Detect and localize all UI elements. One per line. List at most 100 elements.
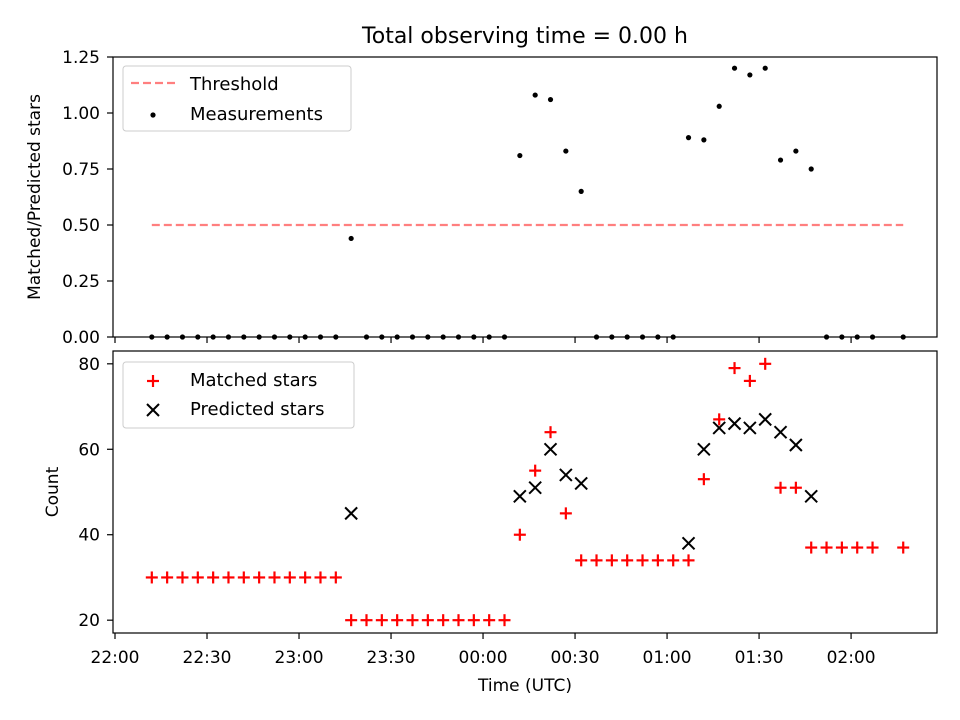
matched-stars-point bbox=[467, 614, 480, 627]
predicted-stars-point bbox=[559, 468, 573, 482]
x-tick-label: 23:00 bbox=[275, 648, 324, 668]
matched-stars-point bbox=[161, 571, 174, 584]
count-axes-frame bbox=[112, 350, 938, 634]
matched-stars-point bbox=[820, 541, 833, 554]
matched-stars-point bbox=[375, 614, 388, 627]
matched-stars-point bbox=[391, 614, 404, 627]
x-tick-label: 00:00 bbox=[459, 648, 508, 668]
y-tick-label: 20 bbox=[78, 611, 100, 631]
ratio-y-axis-label: Matched/Predicted stars bbox=[25, 94, 45, 300]
matched-stars-point bbox=[406, 614, 419, 627]
matched-stars-point bbox=[268, 571, 281, 584]
count-marks bbox=[145, 357, 910, 627]
matched-stars-point bbox=[805, 541, 818, 554]
predicted-stars-point bbox=[727, 416, 742, 431]
predicted-legend-marker bbox=[146, 403, 160, 417]
measurement-point bbox=[777, 157, 784, 163]
matched-stars-point bbox=[513, 528, 526, 541]
predicted-stars-point bbox=[344, 506, 358, 521]
measurement-point bbox=[578, 188, 584, 194]
matched-stars-point bbox=[283, 571, 296, 584]
measurement-point bbox=[716, 103, 722, 109]
predicted-stars-point bbox=[697, 442, 711, 456]
measurement-point bbox=[793, 148, 799, 154]
matched-stars-point bbox=[253, 571, 266, 584]
matched-stars-point bbox=[345, 614, 358, 627]
y-tick-label: 0.75 bbox=[62, 160, 100, 180]
matched-legend-marker bbox=[147, 375, 159, 387]
matched-stars-point bbox=[866, 541, 879, 554]
ratio-panel: 0.00 0.25 0.50 0.75 1.00 1.25 Matched/Predict… bbox=[25, 48, 938, 348]
measurement-point bbox=[532, 92, 538, 98]
ratio-axes-frame bbox=[112, 56, 938, 338]
predicted-stars-point bbox=[513, 489, 527, 503]
predicted-stars-point bbox=[789, 438, 803, 452]
matched-stars-point bbox=[621, 554, 634, 567]
measurement-point bbox=[762, 65, 768, 71]
predicted-stars-point bbox=[743, 421, 757, 435]
matched-legend-label: Matched stars bbox=[190, 370, 317, 391]
matched-stars-point bbox=[544, 426, 557, 439]
y-tick-label: 60 bbox=[78, 440, 100, 460]
matched-stars-point bbox=[636, 554, 649, 567]
x-tick-label: 02:00 bbox=[827, 648, 876, 668]
measurement-point bbox=[731, 65, 738, 71]
predicted-stars-point bbox=[804, 489, 818, 503]
x-tick-label: 01:00 bbox=[643, 648, 692, 668]
matched-stars-point bbox=[697, 473, 710, 486]
count-legend-frame bbox=[122, 361, 355, 429]
measurement-point bbox=[685, 135, 692, 141]
x-tick-label: 00:30 bbox=[551, 648, 600, 668]
matched-stars-point bbox=[191, 571, 204, 584]
matched-stars-point bbox=[176, 571, 189, 584]
ratio-legend: Threshold Measurements bbox=[122, 65, 352, 132]
matched-stars-point bbox=[222, 571, 235, 584]
measurement-point bbox=[563, 148, 569, 154]
measurement-point bbox=[808, 166, 814, 172]
matched-stars-point bbox=[559, 507, 572, 520]
predicted-stars-point bbox=[543, 442, 558, 456]
count-x-ticks: 22:00 22:30 23:00 23:30 00:00 00:30 01:00 01:30… bbox=[91, 633, 876, 668]
threshold-legend-label: Threshold bbox=[189, 74, 279, 95]
measurement-point bbox=[348, 235, 354, 242]
ratio-x-ticks bbox=[114, 337, 852, 343]
measurements-legend-label: Measurements bbox=[190, 104, 323, 125]
measurement-point bbox=[547, 96, 554, 103]
y-tick-label: 1.00 bbox=[62, 104, 100, 124]
predicted-stars-point bbox=[528, 481, 542, 495]
matched-stars-point bbox=[667, 554, 680, 567]
matched-stars-point bbox=[575, 554, 588, 567]
count-panel: 20 40 60 80 22:00 22:30 23:00 23:30 00:00 00:30 0… bbox=[43, 350, 938, 668]
matched-stars-point bbox=[498, 614, 511, 627]
matched-stars-point bbox=[437, 614, 450, 627]
count-legend: Matched stars Predicted stars bbox=[122, 361, 355, 429]
x-tick-label: 22:30 bbox=[183, 648, 232, 668]
measurements-legend-marker bbox=[150, 112, 156, 118]
x-tick-label: 01:30 bbox=[735, 648, 784, 668]
measurement-point bbox=[747, 72, 753, 78]
x-tick-label: 22:00 bbox=[91, 648, 140, 668]
count-y-ticks: 20 40 60 80 bbox=[78, 355, 113, 631]
y-tick-label: 1.25 bbox=[62, 48, 100, 68]
matched-stars-point bbox=[360, 614, 373, 627]
matched-stars-point bbox=[774, 481, 787, 494]
predicted-stars-point bbox=[758, 412, 772, 427]
matched-stars-point bbox=[682, 554, 695, 567]
predicted-stars-point bbox=[773, 425, 788, 439]
matched-stars-point bbox=[759, 357, 772, 370]
predicted-stars-point bbox=[681, 536, 696, 550]
predicted-stars-point bbox=[574, 476, 588, 491]
y-tick-label: 0.50 bbox=[62, 216, 100, 236]
predicted-stars-point bbox=[712, 421, 726, 435]
ratio-legend-frame bbox=[122, 65, 352, 132]
matched-stars-point bbox=[835, 541, 848, 554]
matched-stars-point bbox=[145, 571, 158, 584]
matched-stars-point bbox=[590, 554, 603, 567]
matched-stars-point bbox=[207, 571, 220, 584]
matched-stars-point bbox=[743, 374, 756, 387]
x-axis-label: Time (UTC) bbox=[477, 676, 572, 696]
ratio-y-ticks: 0.00 0.25 0.50 0.75 1.00 1.25 bbox=[62, 48, 113, 348]
chart-title: Total observing time = 0.00 h bbox=[361, 24, 688, 49]
y-tick-label: 0.25 bbox=[62, 272, 100, 292]
